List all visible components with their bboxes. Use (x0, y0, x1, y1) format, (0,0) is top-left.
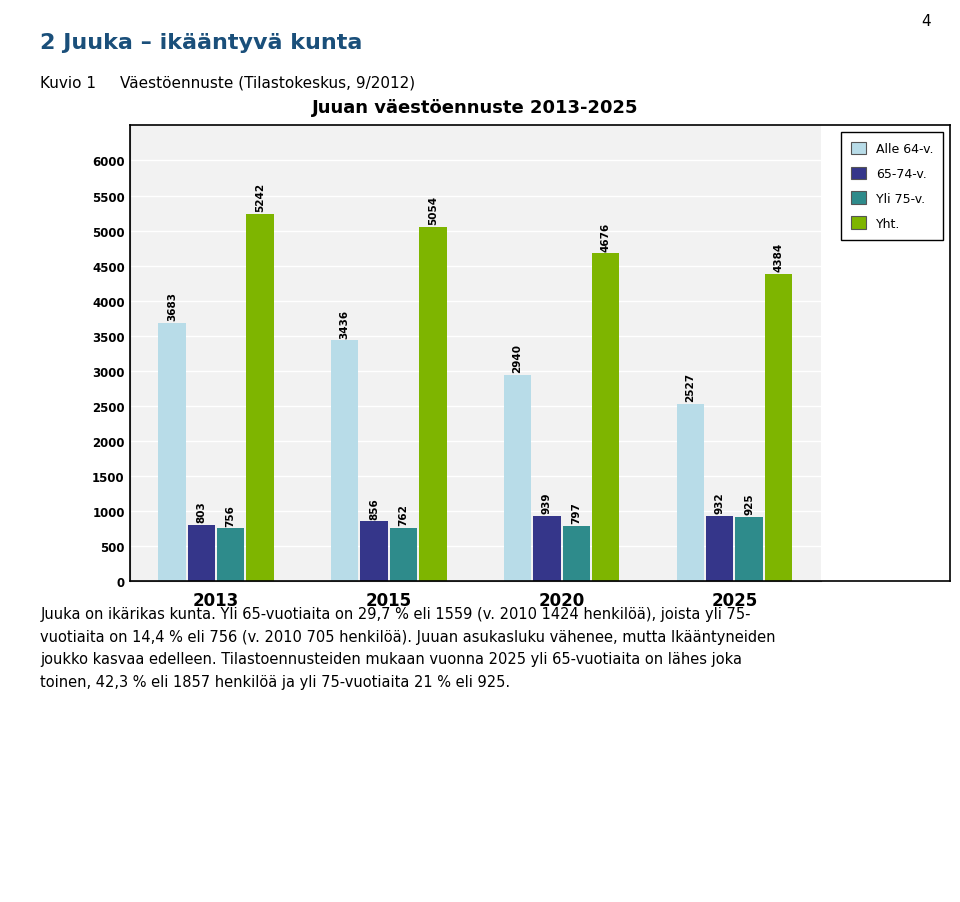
Text: 925: 925 (744, 492, 755, 514)
Text: 5054: 5054 (428, 196, 438, 225)
Bar (217, 529, 245, 582)
Text: 5242: 5242 (255, 182, 265, 212)
Bar (533, 516, 561, 582)
Bar (331, 341, 358, 582)
Text: 856: 856 (369, 497, 379, 519)
Text: 2527: 2527 (685, 373, 695, 402)
Bar (360, 521, 388, 582)
Bar (706, 517, 733, 582)
Title: Juuan väestöennuste 2013-2025: Juuan väestöennuste 2013-2025 (312, 98, 638, 116)
Text: 932: 932 (714, 492, 725, 513)
Text: 803: 803 (196, 501, 206, 523)
Bar (735, 517, 763, 582)
Text: Kuvio 1: Kuvio 1 (40, 76, 96, 91)
Bar (247, 215, 274, 582)
Bar (592, 254, 619, 582)
Bar (187, 526, 215, 582)
Bar (504, 376, 531, 582)
Bar (765, 274, 792, 582)
Text: 2940: 2940 (513, 344, 522, 373)
Text: 939: 939 (541, 492, 552, 513)
Text: 3436: 3436 (340, 309, 349, 338)
Bar (158, 324, 185, 582)
Text: Väestöennuste (Tilastokeskus, 9/2012): Väestöennuste (Tilastokeskus, 9/2012) (120, 76, 415, 91)
Legend: Alle 64-v., 65-74-v., Yli 75-v., Yht.: Alle 64-v., 65-74-v., Yli 75-v., Yht. (841, 133, 944, 241)
Text: 4384: 4384 (774, 243, 783, 272)
Bar (420, 227, 446, 582)
Text: 2 Juuka – ikääntyvä kunta: 2 Juuka – ikääntyvä kunta (40, 32, 363, 52)
Bar (390, 529, 418, 582)
Text: Juuka on ikärikas kunta. Yli 65-vuotiaita on 29,7 % eli 1559 (v. 2010 1424 henki: Juuka on ikärikas kunta. Yli 65-vuotiait… (40, 606, 776, 689)
Text: 3683: 3683 (167, 292, 177, 321)
Text: 756: 756 (226, 504, 236, 526)
Text: 762: 762 (398, 503, 409, 526)
Text: 4676: 4676 (601, 222, 611, 252)
Text: 797: 797 (571, 502, 582, 523)
Bar (677, 405, 704, 582)
Text: 4: 4 (922, 14, 931, 30)
Bar (563, 526, 590, 582)
